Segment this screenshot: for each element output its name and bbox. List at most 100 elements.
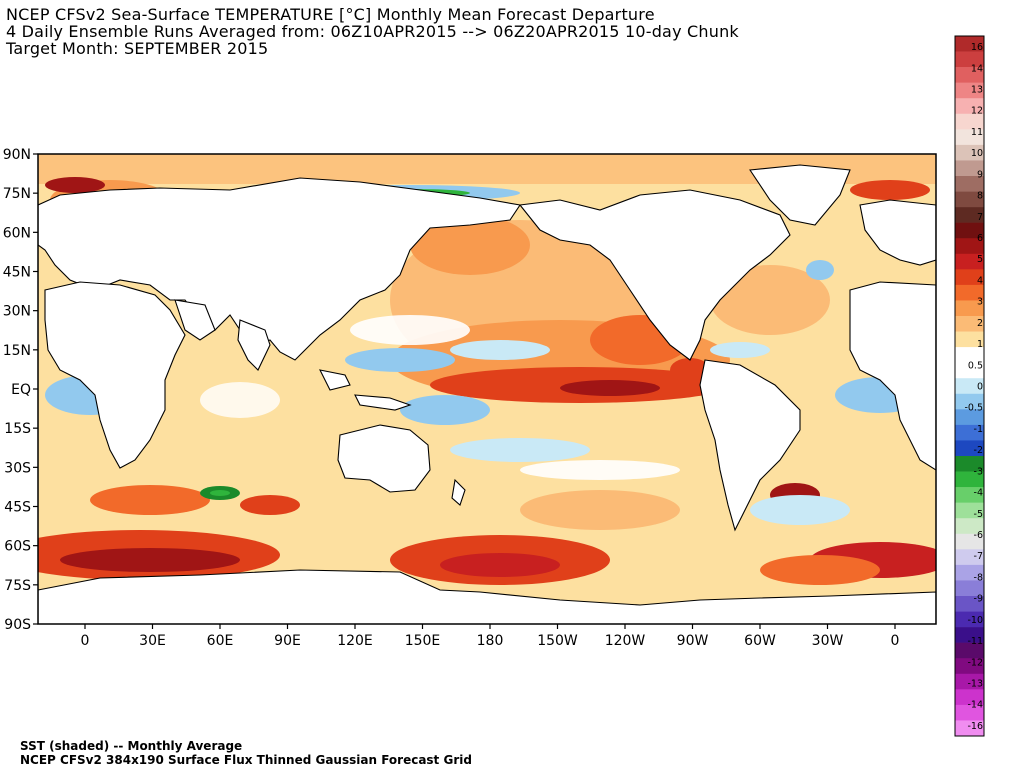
colorbar-swatch bbox=[955, 378, 984, 395]
colorbar-swatch bbox=[955, 611, 984, 628]
colorbar-swatch bbox=[955, 642, 984, 659]
title-line-3: Target Month: SEPTEMBER 2015 bbox=[6, 39, 269, 58]
colorbar-swatch bbox=[955, 502, 984, 519]
colorbar-swatch bbox=[955, 658, 984, 675]
colorbar-label: 1 bbox=[977, 339, 983, 350]
colorbar-swatch bbox=[955, 82, 984, 99]
colorbar-label: 14 bbox=[971, 63, 983, 74]
title-line-2: 4 Daily Ensemble Runs Averaged from: 06Z… bbox=[6, 22, 739, 41]
lat-label: 45S bbox=[4, 500, 31, 516]
colorbar-swatch bbox=[955, 673, 984, 690]
colorbar-label: 16 bbox=[971, 42, 983, 53]
colorbar-swatch bbox=[955, 67, 984, 83]
colorbar-label: 12 bbox=[971, 106, 983, 117]
colorbar-label: -4 bbox=[974, 488, 983, 499]
colorbar-swatch bbox=[955, 533, 984, 550]
colorbar-label: 9 bbox=[977, 169, 983, 180]
colorbar-swatch bbox=[955, 720, 984, 737]
lat-label: EQ bbox=[11, 382, 31, 398]
lon-label: 60E bbox=[207, 633, 234, 649]
colorbar-swatch bbox=[955, 487, 984, 503]
colorbar-swatch bbox=[955, 580, 984, 597]
colorbar-swatch bbox=[955, 238, 984, 255]
lon-label: 30W bbox=[812, 633, 844, 649]
colorbar-swatch bbox=[955, 347, 984, 363]
colorbar-swatch bbox=[955, 160, 984, 177]
lat-label: 90S bbox=[4, 617, 31, 633]
colorbar-swatch bbox=[955, 456, 984, 472]
colorbar-frame bbox=[954, 35, 985, 737]
title-line-1: NCEP CFSv2 Sea-Surface TEMPERATURE [°C] … bbox=[6, 5, 655, 24]
colorbar-swatch bbox=[955, 98, 984, 115]
footer-line-1: SST (shaded) -- Monthly Average bbox=[20, 739, 243, 753]
colorbar-label: 10 bbox=[971, 148, 983, 159]
colorbar-swatch bbox=[955, 269, 984, 286]
lat-label: 15N bbox=[3, 343, 31, 359]
colorbar-label: 13 bbox=[971, 85, 983, 96]
colorbar-swatch bbox=[955, 129, 984, 146]
sst-anomaly-field bbox=[38, 154, 936, 624]
colorbar-swatch bbox=[955, 704, 984, 721]
colorbar-swatch bbox=[955, 440, 984, 457]
colorbar-swatch bbox=[955, 518, 984, 535]
colorbar-label: -12 bbox=[967, 657, 983, 668]
lon-label: 120W bbox=[605, 633, 646, 649]
lat-label: 75S bbox=[4, 578, 31, 594]
colorbar-label: -13 bbox=[967, 678, 983, 689]
colorbar-swatch bbox=[955, 689, 984, 706]
lon-label: 180 bbox=[477, 633, 504, 649]
colorbar-label: -2 bbox=[974, 445, 983, 456]
colorbar-label: -7 bbox=[974, 551, 983, 562]
longitude-axis: 0 30E 60E 90E 120E 150E 180 150W 120W 90W 60W 30W 0 bbox=[81, 624, 900, 649]
colorbar-label: -0.5 bbox=[964, 403, 983, 414]
colorbar-label: -5 bbox=[974, 509, 983, 520]
colorbar-swatch bbox=[955, 176, 984, 192]
lat-label: 15S bbox=[4, 421, 31, 437]
lon-label: 150W bbox=[537, 633, 578, 649]
colorbar-swatch bbox=[955, 627, 984, 643]
colorbar-label: -9 bbox=[974, 594, 983, 605]
colorbar-label: -8 bbox=[974, 572, 983, 583]
colorbar-swatch bbox=[955, 564, 984, 581]
colorbar-label: -14 bbox=[967, 700, 983, 711]
colorbar-swatch bbox=[955, 362, 984, 379]
colorbar-label: -10 bbox=[967, 615, 983, 626]
colorbar-label: 11 bbox=[971, 127, 983, 138]
colorbar-label: 0.5 bbox=[968, 360, 983, 371]
lon-label: 0 bbox=[891, 633, 900, 649]
colorbar-swatch bbox=[955, 113, 984, 130]
colorbar: 16 14 13 12 11 10 9 8 7 6 5 4 3 2 1 0.5 0 -0.5 -1 -2 -3 -4 -5 -… bbox=[954, 35, 985, 737]
lon-label: 90E bbox=[274, 633, 301, 649]
colorbar-swatch bbox=[955, 191, 984, 208]
colorbar-swatch bbox=[955, 549, 984, 566]
colorbar-label: -16 bbox=[967, 721, 983, 732]
colorbar-swatch bbox=[955, 51, 984, 68]
colorbar-label: 4 bbox=[977, 275, 983, 286]
colorbar-label: 3 bbox=[977, 297, 983, 308]
colorbar-swatch bbox=[955, 284, 984, 301]
colorbar-label: 0 bbox=[977, 382, 983, 393]
colorbar-swatch bbox=[955, 222, 984, 239]
colorbar-label: 8 bbox=[977, 191, 983, 202]
colorbar-swatch bbox=[955, 316, 984, 332]
colorbar-label: 7 bbox=[977, 212, 983, 223]
colorbar-swatch bbox=[955, 144, 984, 161]
lon-label: 0 bbox=[81, 633, 90, 649]
lat-label: 60S bbox=[4, 539, 31, 555]
colorbar-label: 2 bbox=[977, 318, 983, 329]
lon-label: 60W bbox=[744, 633, 776, 649]
colorbar-swatch bbox=[955, 36, 984, 52]
lon-label: 30E bbox=[139, 633, 166, 649]
colorbar-swatch bbox=[955, 300, 984, 317]
colorbar-label: 5 bbox=[977, 254, 983, 265]
lat-label: 30N bbox=[3, 304, 31, 320]
lon-label: 90W bbox=[677, 633, 709, 649]
lon-label: 150E bbox=[405, 633, 441, 649]
colorbar-label: -1 bbox=[974, 424, 983, 435]
footer-line-2: NCEP CFSv2 384x190 Surface Flux Thinned … bbox=[20, 753, 472, 767]
colorbar-swatch bbox=[955, 596, 984, 612]
lat-label: 60N bbox=[3, 225, 31, 241]
colorbar-swatch bbox=[955, 424, 984, 441]
colorbar-swatch bbox=[955, 393, 984, 410]
